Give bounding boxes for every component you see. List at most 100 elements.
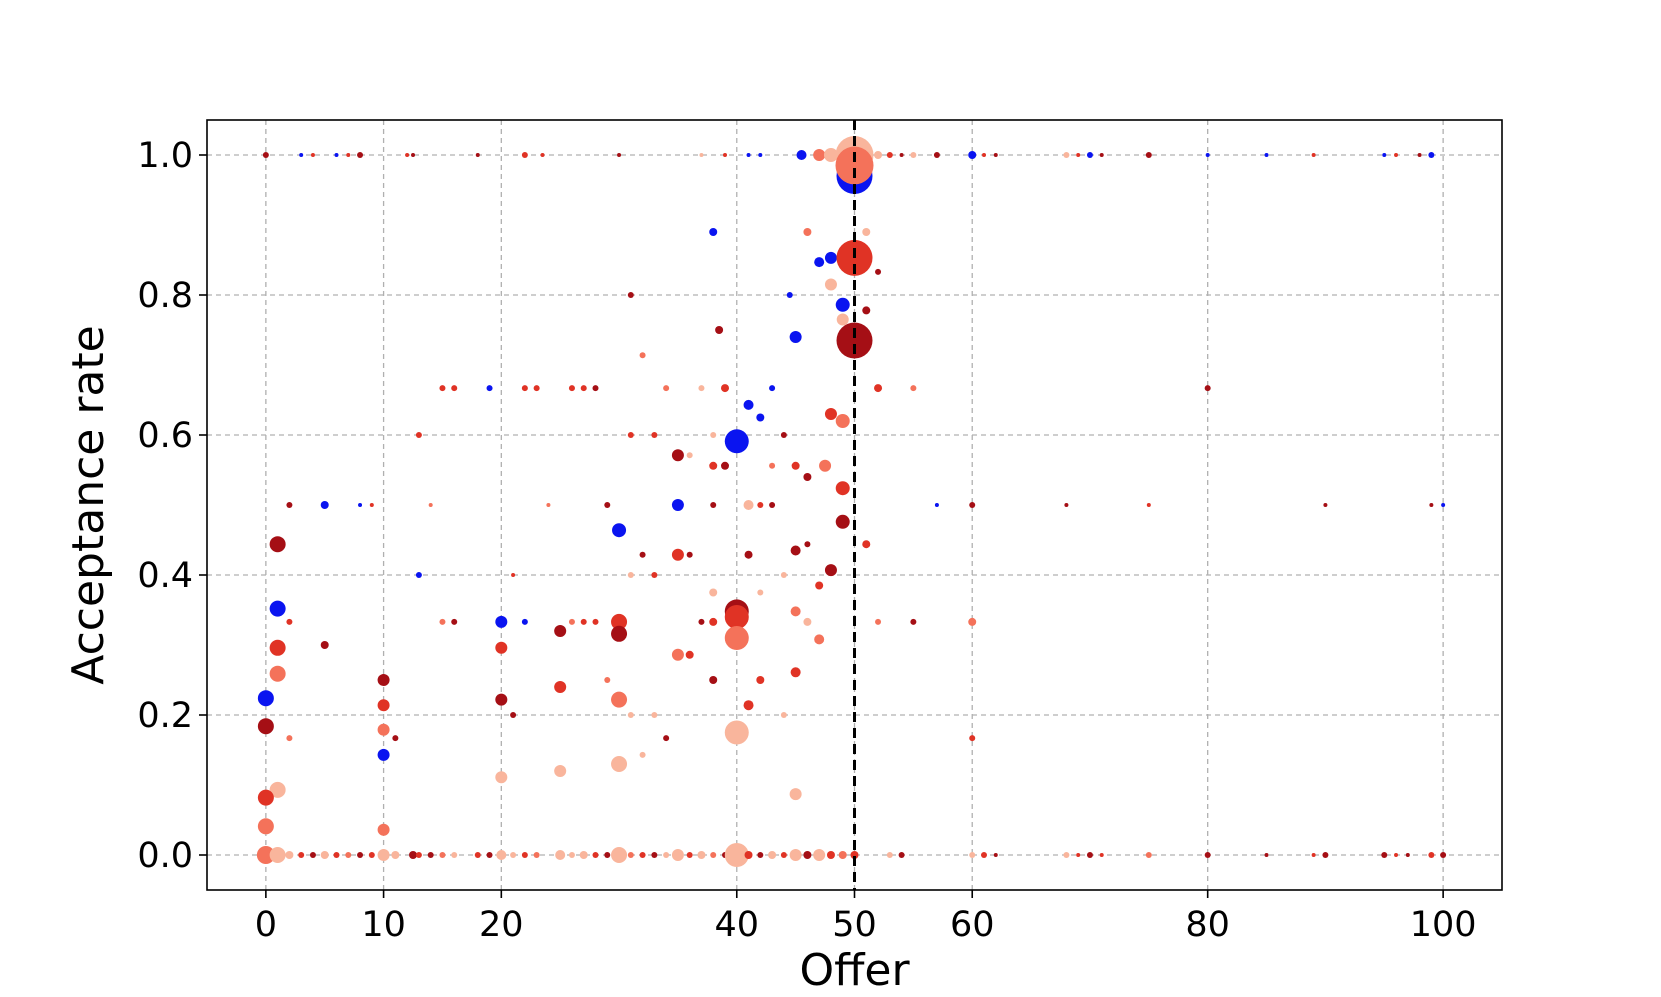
scatter-point xyxy=(824,278,837,291)
scatter-point xyxy=(1311,853,1316,857)
scatter-point xyxy=(815,581,824,590)
scatter-point xyxy=(320,501,329,509)
scatter-point xyxy=(357,152,364,158)
scatter-point xyxy=(540,153,545,157)
x-tick-label: 0 xyxy=(255,905,277,945)
scatter-point xyxy=(744,851,753,859)
scatter-point xyxy=(286,502,293,508)
scatter-point xyxy=(769,462,776,469)
scatter-point xyxy=(554,625,567,637)
scatter-point xyxy=(451,385,458,392)
scatter-point xyxy=(486,385,493,392)
y-axis-ticks: 0.0 0.2 0.4 0.6 0.8 1.0 xyxy=(137,136,207,876)
scatter-point xyxy=(533,385,540,392)
scatter-point xyxy=(415,852,422,858)
scatter-point xyxy=(405,153,410,157)
scatter-point xyxy=(333,852,340,858)
scatter-point xyxy=(746,153,751,157)
scatter-point xyxy=(521,618,528,625)
scatter-point xyxy=(286,735,293,742)
scatter-point xyxy=(555,850,566,860)
scatter-point xyxy=(617,153,622,157)
scatter-point xyxy=(627,292,634,298)
scatter-point xyxy=(1311,153,1316,157)
scatter-point xyxy=(791,461,800,470)
scatter-point xyxy=(1440,852,1447,858)
scatter-point xyxy=(651,572,658,578)
scatter-point xyxy=(813,849,826,861)
scatter-point xyxy=(592,385,599,392)
scatter-point xyxy=(724,605,749,629)
scatter-point xyxy=(835,146,874,185)
scatter-point xyxy=(409,851,418,859)
scatter-point xyxy=(1076,853,1081,857)
scatter-point xyxy=(1205,153,1210,157)
scatter-point xyxy=(968,617,977,626)
scatter-point xyxy=(663,852,670,858)
scatter-point xyxy=(836,322,873,359)
scatter-point xyxy=(724,626,749,650)
scatter-point xyxy=(611,613,628,630)
scatter-point xyxy=(345,852,352,858)
scatter-point xyxy=(627,432,634,438)
scatter-point xyxy=(427,852,434,858)
scatter-point xyxy=(836,313,849,326)
scatter-point xyxy=(968,151,977,159)
scatter-point xyxy=(415,432,422,438)
scatter-point xyxy=(604,852,611,858)
scatter-point xyxy=(1394,853,1399,857)
scatter-point xyxy=(790,606,801,617)
x-tick-label: 60 xyxy=(950,905,995,945)
scatter-point xyxy=(651,432,658,438)
scatter-point xyxy=(612,523,627,538)
scatter-point xyxy=(377,723,390,736)
scatter-point xyxy=(933,152,940,158)
scatter-point xyxy=(269,847,286,863)
scatter-point xyxy=(710,432,717,438)
scatter-point xyxy=(1204,385,1211,392)
scatter-point xyxy=(686,852,693,858)
scatter-point xyxy=(377,699,390,712)
scatter-point xyxy=(898,852,905,858)
scatter-point xyxy=(743,500,754,510)
scatter-point xyxy=(377,849,390,861)
scatter-point xyxy=(709,461,718,470)
scatter-point xyxy=(369,503,374,507)
scatter-point xyxy=(993,153,998,157)
x-tick-label: 80 xyxy=(1185,905,1230,945)
scatter-point xyxy=(1145,152,1152,158)
scatter-point xyxy=(757,502,764,508)
scatter-point xyxy=(1428,152,1435,158)
scatter-point xyxy=(377,823,390,836)
scatter-point xyxy=(769,385,776,392)
y-axis-label: Acceptance rate xyxy=(63,325,114,684)
scatter-point xyxy=(780,852,787,858)
scatter-point xyxy=(521,852,528,858)
y-tick-label: 0.4 xyxy=(137,556,193,596)
scatter-point xyxy=(391,851,400,859)
scatter-point xyxy=(611,756,628,772)
scatter-point xyxy=(824,251,837,264)
scatter-point xyxy=(721,384,729,393)
scatter-point xyxy=(814,257,825,268)
scatter-point xyxy=(1099,853,1104,857)
scatter-point xyxy=(554,765,567,777)
scatter-point xyxy=(357,852,364,858)
scatter-point xyxy=(256,846,275,864)
scatter-point xyxy=(611,625,628,642)
scatter-point xyxy=(269,536,286,553)
scatter-point xyxy=(709,617,718,626)
scatter-point xyxy=(269,665,286,682)
scatter-point xyxy=(1086,152,1093,158)
scatter-point xyxy=(698,618,705,625)
scatter-point xyxy=(1382,153,1387,157)
scatter-point xyxy=(651,852,658,858)
scatter-point xyxy=(269,781,286,798)
scatter-point xyxy=(495,771,508,784)
scatter-point xyxy=(710,502,717,508)
scatter-point xyxy=(698,385,705,392)
x-axis-ticks: 0 10 20 40 50 60 80 100 xyxy=(255,890,1477,945)
scatter-point xyxy=(568,385,575,392)
scatter-point xyxy=(819,459,832,472)
scatter-point xyxy=(850,851,859,859)
